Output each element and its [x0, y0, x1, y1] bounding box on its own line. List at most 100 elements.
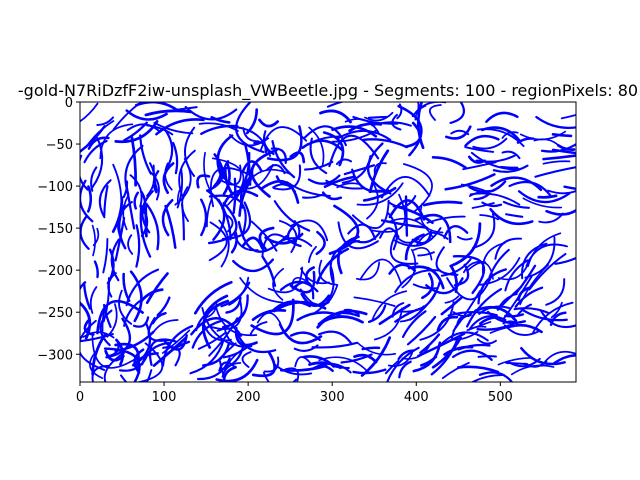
- streamline-segment: [161, 198, 174, 237]
- streamline-segment: [384, 359, 400, 375]
- streamline-segment: [440, 331, 489, 345]
- streamline-segment: [355, 261, 381, 281]
- streamline-segment: [387, 212, 399, 251]
- plot-area: [79, 101, 577, 383]
- streamline-segment: [326, 102, 345, 108]
- streamline-segment: [520, 346, 566, 366]
- streamline-segment: [464, 146, 495, 153]
- streamline-segment: [145, 272, 169, 305]
- streamline-segment: [337, 129, 392, 141]
- streamline-segment: [161, 324, 194, 367]
- streamline-segment: [540, 142, 576, 153]
- y-tick-label: −100: [37, 180, 73, 195]
- streamline-segment: [449, 102, 466, 125]
- streamline-segment: [550, 301, 563, 319]
- streamline-segment: [450, 129, 470, 136]
- streamline-segment: [139, 134, 152, 175]
- streamline-segment: [394, 269, 442, 294]
- streamline-segment: [223, 348, 244, 373]
- streamline-segment: [476, 322, 515, 331]
- streamline-segment: [176, 168, 184, 209]
- streamline-segment: [111, 196, 124, 233]
- streamline-segment: [241, 168, 291, 193]
- streamline-segment: [207, 201, 238, 245]
- streamline-segment: [394, 234, 420, 244]
- streamline-segment: [449, 222, 482, 268]
- streamline-segment: [337, 221, 379, 250]
- streamline-segment: [245, 108, 259, 135]
- streamline-segment: [208, 317, 239, 357]
- streamline-segment: [388, 263, 417, 275]
- streamline-segment: [443, 345, 474, 356]
- streamline-segment: [470, 374, 505, 382]
- streamline-segment: [520, 308, 568, 322]
- streamline-segment: [380, 219, 428, 229]
- streamline-segment: [537, 194, 558, 199]
- streamline-segment: [315, 230, 326, 256]
- streamline-segment: [409, 279, 442, 321]
- streamline-segment: [200, 198, 208, 237]
- streamline-segment: [278, 323, 323, 345]
- streamline-segment: [258, 118, 279, 128]
- streamline-segment: [80, 215, 90, 250]
- streamline-segment: [378, 303, 411, 326]
- streamline-segment: [519, 264, 550, 306]
- streamline-segment: [419, 301, 455, 341]
- streamline-segment: [401, 310, 427, 338]
- streamline-segment: [356, 182, 404, 206]
- streamline-segment: [360, 336, 392, 377]
- streamline-segment: [205, 189, 226, 241]
- streamline-segment: [253, 141, 268, 154]
- streamline-segment: [250, 220, 278, 252]
- streamline-segment: [489, 207, 534, 226]
- streamline-segment: [117, 204, 127, 250]
- y-tick-label: −50: [46, 138, 73, 153]
- streamline-segment: [472, 137, 508, 150]
- streamline-segment: [447, 310, 498, 317]
- streamline-segment: [261, 255, 277, 287]
- y-axis: 0 −50 −100 −150 −200 −250 −300: [37, 96, 80, 363]
- streamline-segment: [222, 161, 231, 196]
- y-tick-label: 0: [65, 96, 73, 111]
- streamline-segment: [103, 351, 126, 382]
- streamline-segment: [494, 237, 522, 260]
- streamline-segment: [304, 266, 316, 285]
- streamline-segment: [533, 138, 560, 146]
- streamline-segment: [307, 245, 317, 264]
- streamline-segment: [242, 127, 260, 143]
- y-tick-label: −150: [37, 222, 73, 237]
- streamline-segment: [468, 315, 507, 330]
- streamline-segment: [328, 134, 380, 168]
- streamline-segment: [352, 368, 387, 375]
- streamline-segment: [200, 124, 239, 135]
- streamline-segment: [272, 183, 297, 193]
- streamline-segment: [317, 362, 352, 374]
- streamline-segment: [497, 357, 532, 366]
- streamline-segment: [403, 102, 420, 113]
- streamline-segment: [456, 235, 473, 241]
- streamline-segment: [478, 371, 514, 382]
- streamline-segment: [152, 170, 160, 194]
- streamline-segment: [335, 158, 353, 165]
- streamline-segment: [256, 312, 282, 325]
- streamline-segment: [249, 321, 268, 336]
- streamline-segment: [80, 319, 106, 371]
- streamline-segment: [545, 208, 576, 216]
- streamline-segment: [206, 197, 213, 228]
- streamline-segment: [96, 299, 144, 335]
- streamline-segment: [317, 311, 360, 326]
- streamline-segment: [99, 123, 134, 160]
- streamline-segment: [162, 162, 175, 194]
- streamline-segment: [412, 283, 439, 290]
- streamline-segment: [535, 115, 576, 129]
- x-tick-label: 100: [152, 390, 177, 405]
- streamline-segment: [474, 305, 518, 323]
- streamline-segment: [148, 338, 177, 366]
- streamline-segment: [80, 125, 106, 154]
- streamline-segment: [504, 313, 525, 318]
- streamline-segment: [391, 113, 402, 131]
- streamline-segment: [250, 298, 295, 336]
- streamline-segment: [353, 296, 396, 307]
- streamline-segment: [323, 175, 355, 189]
- streamline-segment: [417, 332, 466, 358]
